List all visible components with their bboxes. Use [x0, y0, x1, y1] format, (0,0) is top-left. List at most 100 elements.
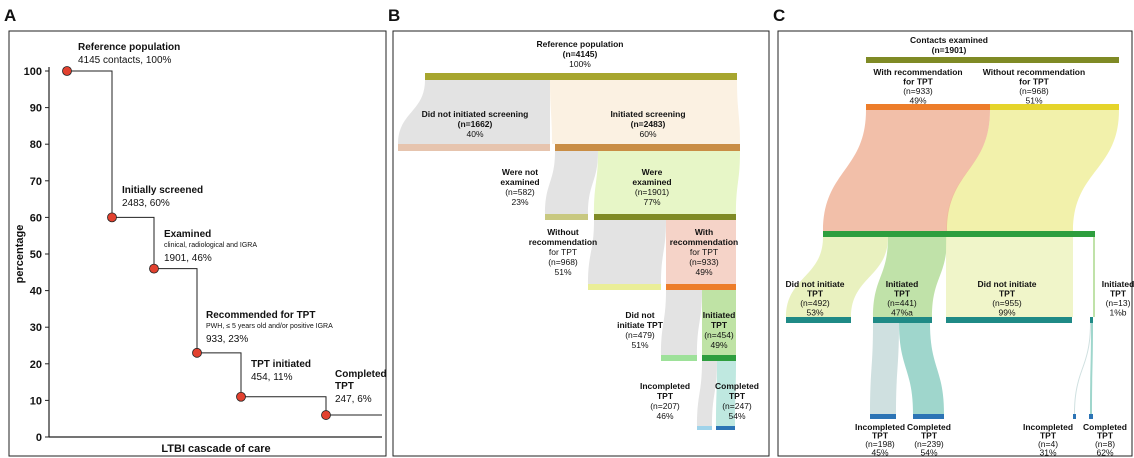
c-node-not-initiate-2-line: (n=955): [992, 298, 1022, 308]
c-node-initiated-2-line: 1%b: [1109, 308, 1126, 318]
c-node-completed-2-line: (n=8): [1095, 439, 1115, 449]
c-without-rec-bar: [990, 104, 1119, 110]
c-node-not-initiate-1-line: (n=492): [800, 298, 830, 308]
c-node-incompleted-1-line: (n=198): [865, 439, 895, 449]
node-not-screened-line: Did not initiated screening: [422, 109, 529, 119]
y-tick-label: 100: [24, 66, 42, 78]
flow-not-screened: [398, 80, 550, 144]
data-point: [149, 263, 159, 274]
node-not-initiated-line: Did not: [625, 310, 654, 320]
node-screened-bar: [555, 144, 740, 151]
point-detail: 933, 23%: [206, 334, 248, 345]
node-completed-line: 54%: [728, 411, 745, 421]
node-examined-line: 77%: [643, 197, 660, 207]
node-completed-line: TPT: [729, 391, 746, 401]
c-flow-initiated-1: [873, 237, 947, 317]
node-initiated-bar: [702, 355, 736, 361]
node-completed-line: Completed: [715, 381, 759, 391]
c-node-without-rec-line: 51%: [1025, 96, 1042, 106]
flow-not-examined: [545, 151, 598, 214]
c-node-completed-2-line: TPT: [1097, 431, 1114, 441]
point-title: Recommended for TPT: [206, 310, 315, 321]
flow-screened: [550, 80, 740, 144]
node-incompleted-line: (n=207): [650, 401, 680, 411]
point-title: Examined: [164, 229, 211, 240]
node-initiated-line: TPT: [711, 320, 728, 330]
y-tick-label: 70: [30, 176, 42, 188]
c-node-not-initiate-2-line: Did not initiate: [977, 279, 1036, 289]
y-tick-label: 50: [30, 249, 42, 261]
c-node-incompleted-2-line: (n=4): [1038, 439, 1058, 449]
flow-not-initiated: [661, 290, 702, 355]
y-tick-label: 20: [30, 359, 42, 371]
c-without-rec-level-bar: [946, 231, 1095, 237]
panel-a-frame: [8, 30, 387, 457]
point-detail: 454, 11%: [251, 372, 293, 383]
c-node-incompleted-2-line: 31%: [1039, 448, 1056, 458]
panel-b-frame: [392, 30, 770, 457]
root-label-line: 100%: [569, 59, 591, 69]
c-node-initiated-1-line: Initiated: [886, 279, 919, 289]
panel-label-b: B: [388, 6, 400, 25]
node-not-initiated-line: (n=479): [625, 330, 655, 340]
c-node-not-initiate-1-bar: [786, 317, 851, 323]
point-detail: 2483, 60%: [122, 198, 170, 209]
point-detail: 4145 contacts, 100%: [78, 55, 172, 66]
flow-without-rec: [588, 220, 666, 284]
node-not-examined-line: examined: [500, 177, 539, 187]
y-tick-label: 40: [30, 286, 42, 298]
node-with-rec-line: With: [695, 227, 713, 237]
c-node-with-rec-line: With recommendation: [873, 67, 962, 77]
node-not-initiated-bar: [661, 355, 697, 361]
c-node-initiated-1-line: 47%a: [891, 308, 913, 318]
c-flow-incompleted-2: [1074, 323, 1091, 414]
flow-completed: [716, 361, 736, 426]
c-node-incompleted-1-line: TPT: [872, 431, 889, 441]
c-node-initiated-2-bar: [1090, 317, 1093, 323]
node-initiated-line: 49%: [710, 340, 727, 350]
c-node-not-initiate-2-line: TPT: [999, 289, 1016, 299]
node-incompleted-line: TPT: [657, 391, 674, 401]
c-node-completed-1-line: TPT: [921, 431, 938, 441]
node-examined-bar: [594, 214, 736, 220]
node-without-rec-line: (n=968): [548, 257, 578, 267]
y-tick-label: 0: [36, 432, 42, 444]
c-flow-initiated-2: [1093, 237, 1095, 317]
c-node-incompleted-1-bar: [870, 414, 896, 419]
node-screened-line: 60%: [639, 129, 656, 139]
c-flow-not-initiate-1: [786, 237, 888, 317]
root-label-line: (n=4145): [563, 49, 598, 59]
root-bar: [425, 73, 737, 80]
data-point: [321, 410, 331, 420]
c-node-incompleted-1-line: 45%: [871, 448, 888, 458]
c-root-label-line: (n=1901): [932, 45, 967, 55]
node-screened-line: (n=2483): [631, 119, 666, 129]
node-examined-line: (n=1901): [635, 187, 669, 197]
data-point: [107, 212, 117, 223]
node-not-examined-line: 23%: [511, 197, 528, 207]
point-detail: 247, 6%: [335, 394, 372, 405]
node-not-screened-bar: [398, 144, 550, 151]
node-not-initiated-line: initiate TPT: [617, 320, 664, 330]
node-initiated-line: (n=454): [704, 330, 734, 340]
c-node-initiated-1-line: (n=441): [887, 298, 917, 308]
node-not-screened-line: (n=1662): [458, 119, 493, 129]
data-point: [236, 391, 246, 402]
node-screened-line: Initiated screening: [610, 109, 685, 119]
flow-examined: [594, 151, 740, 214]
y-tick-label: 10: [30, 395, 42, 407]
node-with-rec-bar: [666, 284, 736, 290]
node-incompleted-line: 46%: [656, 411, 673, 421]
c-node-completed-2-line: Completed: [1083, 422, 1127, 432]
c-node-with-rec-line: for TPT: [903, 77, 934, 87]
c-node-initiated-2-line: Initiated: [1102, 279, 1134, 289]
c-node-initiated-2-line: TPT: [1110, 289, 1127, 299]
node-without-rec-bar: [588, 284, 661, 290]
c-flow-completed-1: [899, 323, 944, 414]
c-node-incompleted-1-line: Incompleted: [855, 422, 905, 432]
point-note: PWH, ≤ 5 years old and/or positive IGRA: [206, 323, 333, 330]
c-node-without-rec-line: for TPT: [1019, 77, 1050, 87]
x-axis-label: LTBI cascade of care: [161, 443, 270, 455]
data-point: [62, 66, 72, 76]
c-node-without-rec-line: Without recommendation: [983, 67, 1085, 77]
